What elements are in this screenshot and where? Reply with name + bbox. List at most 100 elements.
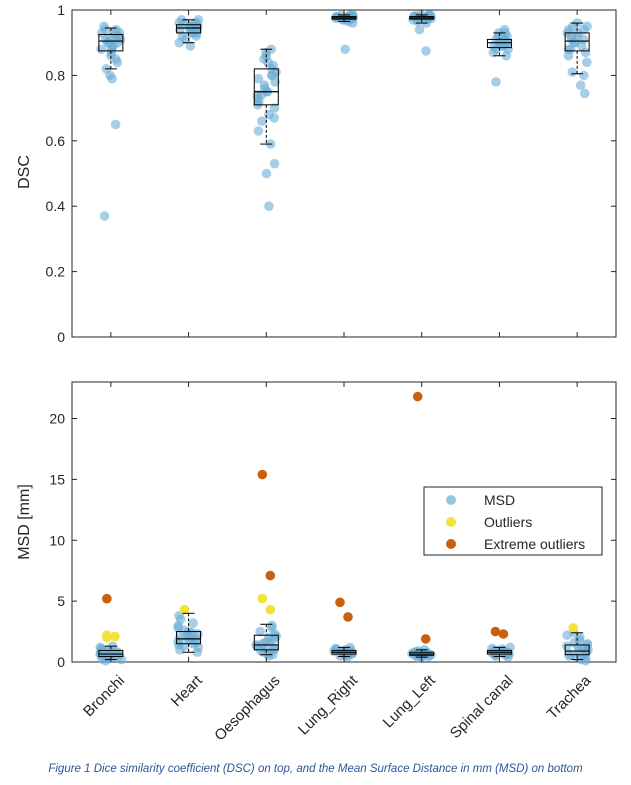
msd-y-tick-label: 10 — [49, 532, 65, 548]
outliers-point — [179, 604, 190, 615]
msd-marks — [95, 391, 593, 666]
msd-point — [497, 644, 508, 655]
msd-point — [111, 24, 121, 35]
box-iqr — [176, 631, 202, 645]
box-oesophagus — [253, 623, 279, 656]
msd-point — [99, 21, 109, 32]
box-iqr — [564, 32, 590, 52]
dsc-y-ticks: 0 0.2 0.4 0.6 0.8 1 — [46, 2, 616, 345]
dsc-panel: 0 0.2 0.4 0.6 0.8 1 DSC — [16, 2, 617, 345]
extreme-outliers-point — [265, 570, 276, 581]
extreme-outliers-point — [102, 593, 112, 604]
msd-point — [253, 73, 264, 84]
box-lung-left — [409, 649, 435, 658]
msd-point — [491, 77, 501, 87]
outliers-point — [110, 631, 120, 642]
msd-point — [582, 21, 592, 32]
msd-y-tick-label: 15 — [49, 471, 65, 487]
extreme-outliers-point — [412, 391, 423, 402]
msd-y-tick-label: 5 — [57, 593, 65, 609]
dsc-y-tick-label: 0.2 — [46, 264, 66, 280]
msd-point — [99, 211, 110, 221]
dsc-y-tick-label: 0.4 — [46, 198, 66, 214]
msd-point — [414, 24, 425, 35]
dsc-y-tick-label: 1 — [57, 2, 65, 18]
msd-point — [253, 126, 264, 136]
msd-point — [269, 158, 280, 169]
box-iqr — [98, 34, 124, 52]
box-lung-right — [331, 646, 357, 658]
msd-point — [188, 618, 198, 628]
msd-point — [562, 641, 572, 651]
msd-point — [581, 57, 592, 68]
msd-point — [421, 46, 431, 56]
msd-point — [261, 168, 272, 179]
extreme-outliers-point — [498, 629, 509, 639]
dsc-y-tick-label: 0.8 — [46, 67, 66, 83]
msd-point — [269, 643, 280, 654]
dsc-y-tick-label: 0 — [57, 329, 65, 345]
msd-point — [110, 119, 121, 130]
msd-point — [95, 642, 106, 653]
msd-point — [255, 626, 266, 637]
msd-point — [330, 643, 341, 654]
box-heart — [176, 612, 202, 653]
box-oesophagus — [253, 48, 279, 145]
msd-point — [579, 70, 589, 81]
msd-point — [340, 44, 351, 55]
box-iqr — [176, 24, 202, 34]
box-iqr — [98, 649, 124, 658]
msd-y-tick-label: 0 — [57, 654, 65, 670]
legend-marker-extreme-outliers — [446, 539, 456, 549]
msd-y-ticks: 0 5 10 15 20 — [49, 382, 616, 670]
msd-point — [487, 643, 497, 654]
legend-marker-outliers — [446, 517, 456, 527]
msd-point — [579, 88, 590, 99]
extreme-outliers-point — [343, 612, 353, 622]
msd-point — [259, 80, 270, 91]
legend-label-extreme-outliers: Extreme outliers — [484, 536, 585, 552]
box-spinal-canal — [486, 646, 512, 658]
box-lung-left — [409, 14, 435, 24]
msd-point — [269, 103, 280, 113]
legend: MSD Outliers Extreme outliers — [423, 486, 603, 556]
msd-point — [505, 642, 515, 653]
msd-point — [567, 67, 578, 77]
box-trachea — [564, 22, 590, 75]
dsc-marks — [96, 10, 592, 221]
msd-point — [264, 201, 274, 211]
msd-point — [257, 116, 267, 126]
msd-y-axis-label: MSD [mm] — [16, 484, 33, 560]
dsc-y-axis-label: DSC — [16, 155, 33, 189]
msd-point — [267, 620, 277, 631]
legend-label-outliers: Outliers — [484, 514, 532, 530]
msd-point — [499, 24, 510, 35]
msd-point — [176, 15, 187, 25]
box-iqr — [564, 644, 590, 656]
box-heart — [176, 19, 202, 44]
msd-point — [174, 610, 184, 621]
extreme-outliers-point — [335, 597, 345, 608]
msd-y-tick-label: 20 — [49, 411, 65, 427]
dsc-y-tick-label: 0.6 — [46, 133, 66, 149]
msd-point — [345, 642, 355, 653]
box-iqr — [486, 38, 512, 49]
box-bronchi — [98, 27, 124, 70]
outliers-point — [265, 604, 276, 615]
box-iqr — [253, 634, 279, 651]
extreme-outliers-point — [420, 634, 431, 644]
legend-marker-msd — [446, 495, 456, 505]
msd-point — [582, 638, 593, 649]
legend-label-msd: MSD — [484, 492, 515, 508]
outliers-point — [102, 632, 112, 643]
extreme-outliers-point — [257, 469, 268, 480]
msd-point — [193, 15, 204, 25]
outliers-point — [257, 593, 268, 604]
box-spinal-canal — [486, 32, 512, 57]
box-iqr — [253, 68, 279, 106]
extreme-outliers-point — [490, 626, 501, 637]
outliers-point — [568, 623, 578, 633]
dsc-plot-frame — [71, 9, 617, 338]
msd-point — [575, 80, 586, 91]
